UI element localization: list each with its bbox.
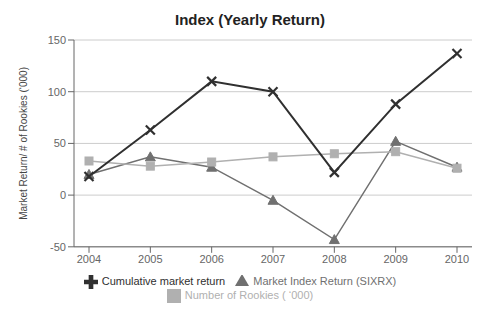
html-text:Index (Yearly Return): Index (Yearly Return) (175, 11, 325, 28)
svg-text:2007: 2007 (261, 253, 285, 265)
html-text:Cumulative market return: Cumulative market return (101, 274, 226, 287)
svg-text:100: 100 (48, 86, 66, 98)
svg-text:Market Return/ # of Rookies (‘: Market Return/ # of Rookies (‘000) (18, 67, 29, 220)
svg-text:150: 150 (48, 34, 66, 46)
svg-text:2008: 2008 (322, 253, 346, 265)
svg-text:0: 0 (60, 189, 66, 201)
html-text:Market Index Return (SIXRX): Market Index Return (SIXRX) (253, 274, 397, 287)
svg-text:50: 50 (54, 137, 66, 149)
svg-text:2006: 2006 (199, 253, 223, 265)
html-text:Number of Rookies ( ‘000): Number of Rookies ( ‘000) (184, 288, 314, 301)
svg-text:2010: 2010 (445, 253, 469, 265)
svg-text:-50: -50 (50, 241, 66, 253)
svg-text:2004: 2004 (77, 253, 101, 265)
svg-text:2005: 2005 (138, 253, 162, 265)
svg-text:2009: 2009 (383, 253, 407, 265)
